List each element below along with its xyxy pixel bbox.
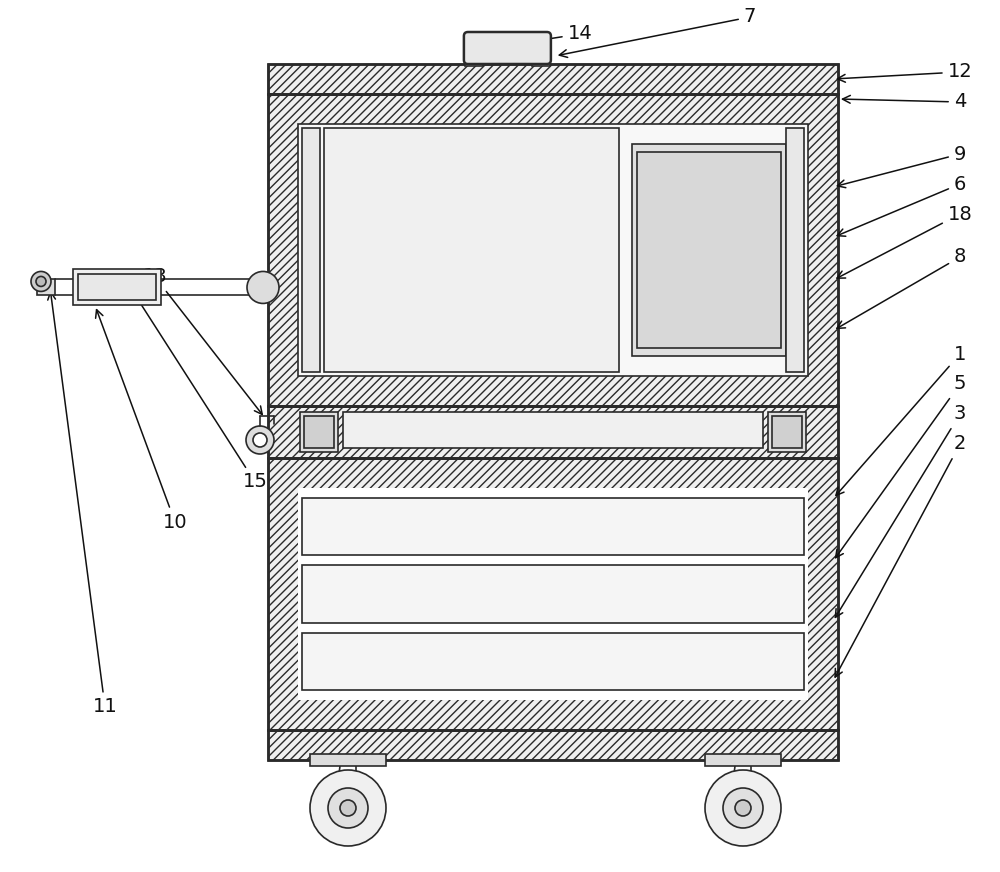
- Bar: [268, 730, 838, 760]
- Bar: [302, 498, 804, 555]
- Text: 10: 10: [96, 310, 187, 532]
- Circle shape: [31, 271, 51, 291]
- Text: 4: 4: [842, 92, 966, 112]
- Bar: [300, 412, 338, 452]
- Bar: [768, 412, 806, 452]
- Bar: [298, 488, 808, 700]
- Bar: [268, 406, 838, 458]
- Text: 5: 5: [836, 374, 966, 558]
- Bar: [298, 124, 808, 376]
- Text: 7: 7: [559, 8, 756, 58]
- Text: 1: 1: [836, 344, 966, 495]
- Bar: [78, 275, 156, 301]
- Circle shape: [36, 276, 46, 286]
- Bar: [302, 633, 804, 690]
- Circle shape: [723, 788, 763, 828]
- Text: 6: 6: [837, 174, 966, 236]
- Bar: [632, 144, 786, 356]
- Bar: [268, 64, 838, 94]
- Text: 14: 14: [507, 24, 592, 48]
- Bar: [310, 754, 386, 766]
- Circle shape: [735, 800, 751, 816]
- Text: 12: 12: [837, 63, 972, 82]
- Circle shape: [247, 271, 279, 303]
- Circle shape: [310, 770, 386, 846]
- Circle shape: [705, 770, 781, 846]
- Text: 8: 8: [837, 248, 966, 329]
- Text: 11: 11: [48, 292, 117, 717]
- Bar: [304, 416, 334, 448]
- Bar: [298, 124, 808, 376]
- Bar: [268, 94, 838, 406]
- Bar: [268, 406, 838, 458]
- Bar: [343, 412, 763, 448]
- Bar: [268, 64, 838, 94]
- Bar: [268, 94, 838, 406]
- Circle shape: [253, 433, 267, 447]
- Text: 9: 9: [837, 145, 966, 187]
- FancyBboxPatch shape: [464, 32, 551, 64]
- Bar: [73, 269, 161, 305]
- Bar: [637, 152, 781, 348]
- Circle shape: [340, 800, 356, 816]
- Bar: [37, 279, 55, 296]
- Bar: [786, 128, 804, 372]
- Bar: [268, 458, 838, 730]
- Bar: [268, 730, 838, 760]
- Text: 15: 15: [133, 291, 267, 492]
- Bar: [302, 128, 320, 372]
- Bar: [268, 458, 838, 730]
- Text: 3: 3: [835, 405, 966, 617]
- Bar: [772, 416, 802, 448]
- Circle shape: [246, 426, 274, 454]
- Text: 13: 13: [143, 268, 262, 414]
- Bar: [532, 54, 550, 66]
- Text: 2: 2: [835, 434, 966, 677]
- Bar: [465, 54, 483, 66]
- Bar: [302, 565, 804, 623]
- Text: 18: 18: [837, 205, 972, 278]
- Bar: [705, 754, 781, 766]
- Bar: [324, 128, 619, 372]
- Circle shape: [328, 788, 368, 828]
